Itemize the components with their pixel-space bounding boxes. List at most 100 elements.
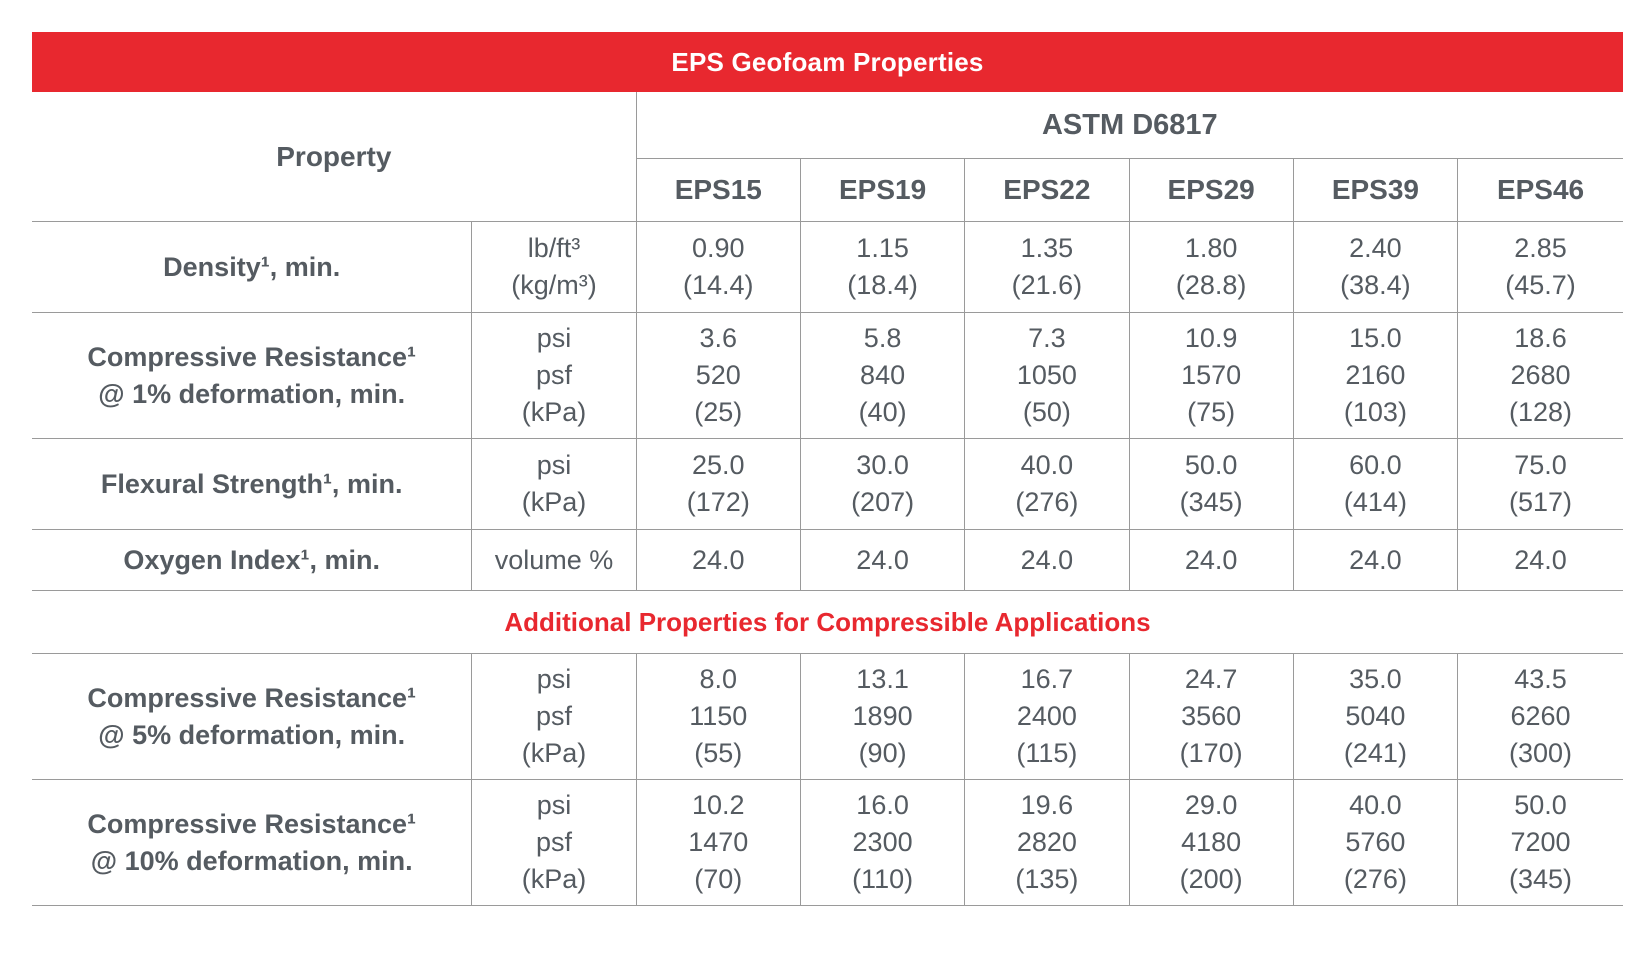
property-name: Oxygen Index¹, min. (32, 529, 472, 591)
value-line: 60.0 (1349, 450, 1402, 480)
value-line: 7200 (1510, 827, 1571, 857)
value-line: (517) (1509, 487, 1573, 517)
value-line: (207) (851, 487, 915, 517)
value-line: (40) (858, 397, 907, 427)
unit-line: psf (536, 827, 573, 857)
value-cell: 24.0 (1128, 529, 1294, 591)
value-cell: 16.7 2400 (115) (964, 653, 1129, 780)
value-line: 24.0 (1349, 544, 1402, 575)
value-cell: 0.90 (14.4) (635, 221, 801, 313)
value-line: 24.0 (1184, 544, 1238, 575)
value-cell: 2.40 (38.4) (1292, 221, 1458, 313)
value-cell: 24.0 (799, 529, 965, 591)
value-cell: 13.1 1890 (90) (799, 653, 965, 780)
value-line: (18.4) (847, 270, 918, 300)
value-line: 1.35 (1020, 233, 1074, 263)
value-line: 10.9 (1184, 323, 1238, 353)
unit-line: psi (536, 790, 572, 820)
value-line: 16.0 (856, 790, 909, 820)
property-name-line: @ 10% deformation, min. (90, 845, 413, 876)
standard-header: ASTM D6817 (636, 92, 1623, 159)
value-line: 840 (860, 360, 906, 390)
property-name-line: Density¹, min. (163, 251, 341, 282)
unit-line: volume % (494, 544, 614, 575)
unit-line: lb/ft³ (527, 233, 581, 263)
value-cell: 25.0 (172) (635, 438, 801, 530)
value-line: 2820 (1016, 827, 1077, 857)
value-line: 24.7 (1184, 664, 1238, 694)
value-line: 1890 (852, 701, 913, 731)
value-line: (25) (694, 397, 743, 427)
value-cell: 1.15 (18.4) (799, 221, 965, 313)
value-line: (300) (1509, 738, 1573, 768)
value-line: 2300 (852, 827, 913, 857)
value-line: 1570 (1181, 360, 1242, 390)
value-line: (172) (686, 487, 750, 517)
property-name-line: Compressive Resistance¹ (87, 682, 417, 713)
section-header-row: Additional Properties for Compressible A… (32, 590, 1623, 654)
value-line: 13.1 (856, 664, 909, 694)
value-line: 40.0 (1349, 790, 1402, 820)
value-line: (241) (1343, 738, 1407, 768)
value-line: (38.4) (1340, 270, 1411, 300)
table-row: Compressive Resistance¹ @ 5% deformation,… (32, 653, 1623, 780)
table-row: Flexural Strength¹, min. psi (kPa) 25.0 (172… (32, 438, 1623, 530)
value-cell: 30.0 (207) (799, 438, 965, 530)
value-cell: 24.0 (635, 529, 801, 591)
value-line: 2.85 (1514, 233, 1567, 263)
grade-header-eps39: EPS39 (1292, 158, 1458, 222)
value-line: (276) (1015, 487, 1079, 517)
properties-table-container: EPS Geofoam Properties Property ASTM D68… (32, 32, 1623, 906)
value-line: 1050 (1016, 360, 1077, 390)
value-cell: 40.0 5760 (276) (1292, 779, 1458, 906)
value-cell: 15.0 2160 (103) (1292, 312, 1458, 439)
value-cell: 24.0 (1457, 529, 1623, 591)
value-line: (14.4) (683, 270, 754, 300)
value-line: (345) (1179, 487, 1243, 517)
property-name-line: @ 5% deformation, min. (98, 719, 406, 750)
value-line: 24.0 (1514, 544, 1567, 575)
unit-cell: psi psf (kPa) (471, 779, 637, 906)
value-cell: 1.35 (21.6) (964, 221, 1129, 313)
value-cell: 2.85 (45.7) (1457, 221, 1623, 313)
property-name-line: Oxygen Index¹, min. (123, 544, 380, 575)
unit-line: psi (536, 450, 572, 480)
value-line: (28.8) (1175, 270, 1247, 300)
property-name-line: Flexural Strength¹, min. (100, 468, 403, 499)
value-line: 19.6 (1020, 790, 1074, 820)
property-name: Compressive Resistance¹ @ 1% deformation,… (32, 312, 472, 439)
unit-cell: psi psf (kPa) (471, 653, 637, 780)
properties-table: Property ASTM D6817 EPS15 EPS19 EPS22 EPS29… (32, 92, 1623, 906)
unit-line: psf (536, 701, 573, 731)
value-line: (110) (852, 864, 914, 894)
value-line: (70) (694, 864, 743, 894)
value-line: 5.8 (863, 323, 902, 353)
value-line: 29.0 (1184, 790, 1238, 820)
value-line: 50.0 (1184, 450, 1238, 480)
unit-line: (kPa) (521, 397, 587, 427)
value-cell: 60.0 (414) (1292, 438, 1458, 530)
property-name: Flexural Strength¹, min. (32, 438, 472, 530)
value-cell: 5.8 840 (40) (799, 312, 965, 439)
value-line: 25.0 (692, 450, 745, 480)
unit-line: psf (536, 360, 573, 390)
value-line: 75.0 (1514, 450, 1567, 480)
value-line: 2.40 (1349, 233, 1402, 263)
value-line: 18.6 (1514, 323, 1567, 353)
value-cell: 24.0 (1292, 529, 1458, 591)
value-cell: 7.3 1050 (50) (964, 312, 1129, 439)
value-line: (21.6) (1011, 270, 1083, 300)
value-line: 10.2 (692, 790, 745, 820)
value-line: (75) (1187, 397, 1236, 427)
property-name-line: Compressive Resistance¹ (87, 341, 417, 372)
unit-cell: psi (kPa) (471, 438, 637, 530)
value-cell: 19.6 2820 (135) (964, 779, 1129, 906)
value-cell: 18.6 2680 (128) (1457, 312, 1623, 439)
unit-line: (kPa) (521, 738, 587, 768)
grade-header-eps19: EPS19 (799, 158, 965, 222)
value-line: (345) (1509, 864, 1573, 894)
value-line: 7.3 (1028, 323, 1066, 353)
value-cell: 10.2 1470 (70) (635, 779, 801, 906)
unit-cell: volume % (471, 529, 637, 591)
value-line: (135) (1015, 864, 1079, 894)
